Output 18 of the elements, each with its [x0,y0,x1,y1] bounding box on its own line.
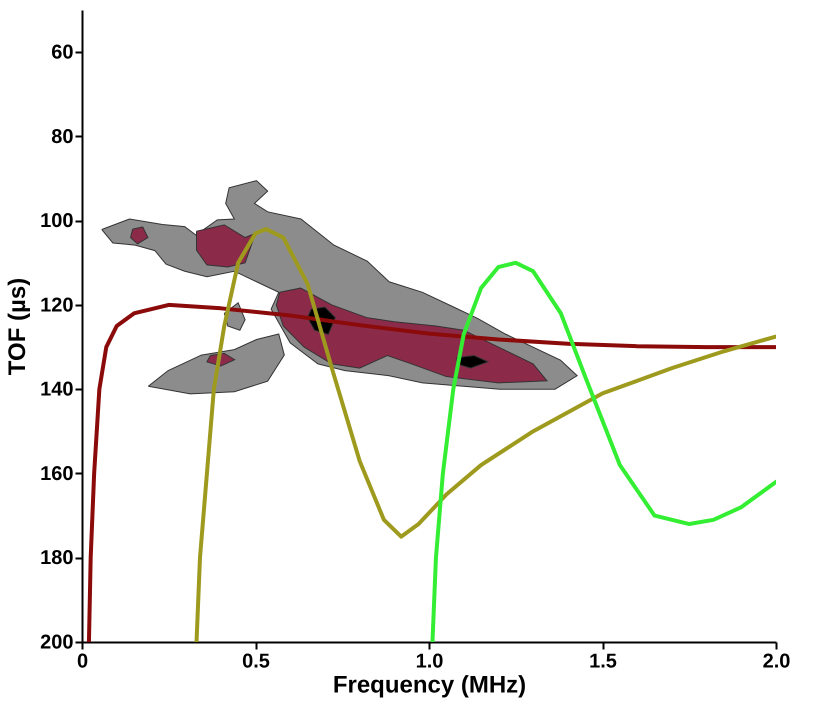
x-tick-label: 0.5 [242,650,270,672]
x-axis-title: Frequency (MHz) [332,672,526,698]
y-tick-label: 80 [51,126,74,148]
line-series [430,260,776,642]
x-tick-label: 2.0 [762,650,790,672]
y-axis-title: TOF (µs) [4,278,32,376]
y-tick-label: 120 [40,294,74,316]
x-tick-label: 1.0 [416,650,444,672]
x-tick-label: 0 [76,650,88,672]
y-tick-label: 160 [40,462,74,485]
y-tick-label: 200 [40,632,74,654]
x-tick-label: 1.5 [589,650,617,672]
line-series [194,227,776,642]
line-series [86,302,776,642]
y-tick-label: 180 [40,547,74,570]
y-tick-label: 140 [40,378,74,401]
y-tick-label: 60 [51,42,74,64]
y-tick-label: 100 [40,210,74,232]
